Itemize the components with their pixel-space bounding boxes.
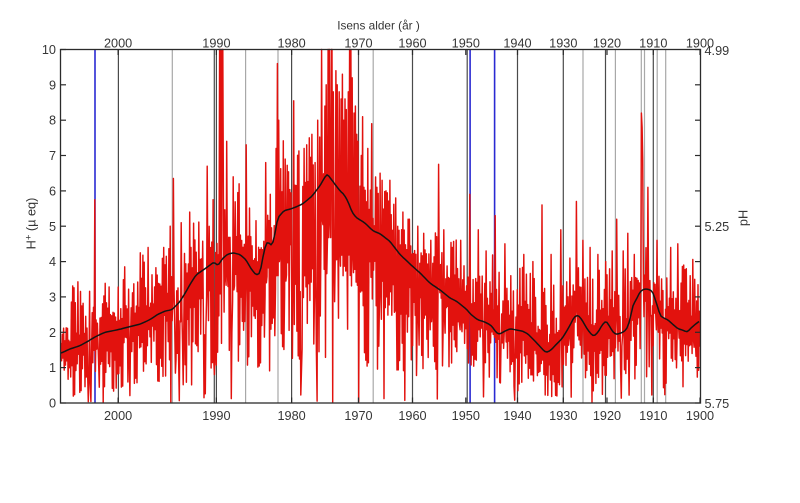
svg-text:1930: 1930: [549, 36, 577, 50]
svg-text:1960: 1960: [398, 409, 426, 423]
svg-text:1920: 1920: [593, 36, 621, 50]
svg-text:7: 7: [49, 149, 56, 163]
svg-text:pH: pH: [737, 210, 751, 226]
svg-text:0: 0: [49, 397, 56, 411]
svg-text:1950: 1950: [452, 36, 480, 50]
svg-text:2000: 2000: [104, 36, 132, 50]
svg-text:1920: 1920: [593, 409, 621, 423]
svg-text:10: 10: [42, 43, 56, 57]
svg-text:3: 3: [49, 290, 56, 304]
svg-text:5.75: 5.75: [705, 397, 730, 411]
svg-text:6: 6: [49, 184, 56, 198]
svg-text:1940: 1940: [503, 36, 531, 50]
svg-text:1980: 1980: [277, 36, 305, 50]
svg-text:9: 9: [49, 78, 56, 92]
svg-text:8: 8: [49, 114, 56, 128]
svg-text:4.99: 4.99: [705, 44, 730, 58]
svg-text:1980: 1980: [277, 409, 305, 423]
svg-text:1990: 1990: [202, 409, 230, 423]
svg-text:1910: 1910: [639, 36, 667, 50]
svg-text:5: 5: [49, 220, 56, 234]
svg-text:1970: 1970: [344, 36, 372, 50]
svg-text:H+ (µ eq): H+ (µ eq): [24, 198, 39, 250]
svg-text:5.25: 5.25: [705, 220, 730, 234]
svg-text:Isens alder (år ): Isens alder (år ): [337, 19, 420, 33]
svg-text:1960: 1960: [398, 36, 426, 50]
svg-text:4: 4: [49, 255, 56, 269]
svg-text:1990: 1990: [202, 36, 230, 50]
svg-text:1970: 1970: [344, 409, 372, 423]
svg-text:1: 1: [49, 361, 56, 375]
svg-text:2: 2: [49, 326, 56, 340]
svg-text:1900: 1900: [686, 409, 714, 423]
svg-text:1900: 1900: [686, 36, 714, 50]
svg-text:1930: 1930: [549, 409, 577, 423]
svg-text:2000: 2000: [104, 409, 132, 423]
svg-text:1950: 1950: [452, 409, 480, 423]
svg-text:1940: 1940: [503, 409, 531, 423]
svg-text:1910: 1910: [639, 409, 667, 423]
